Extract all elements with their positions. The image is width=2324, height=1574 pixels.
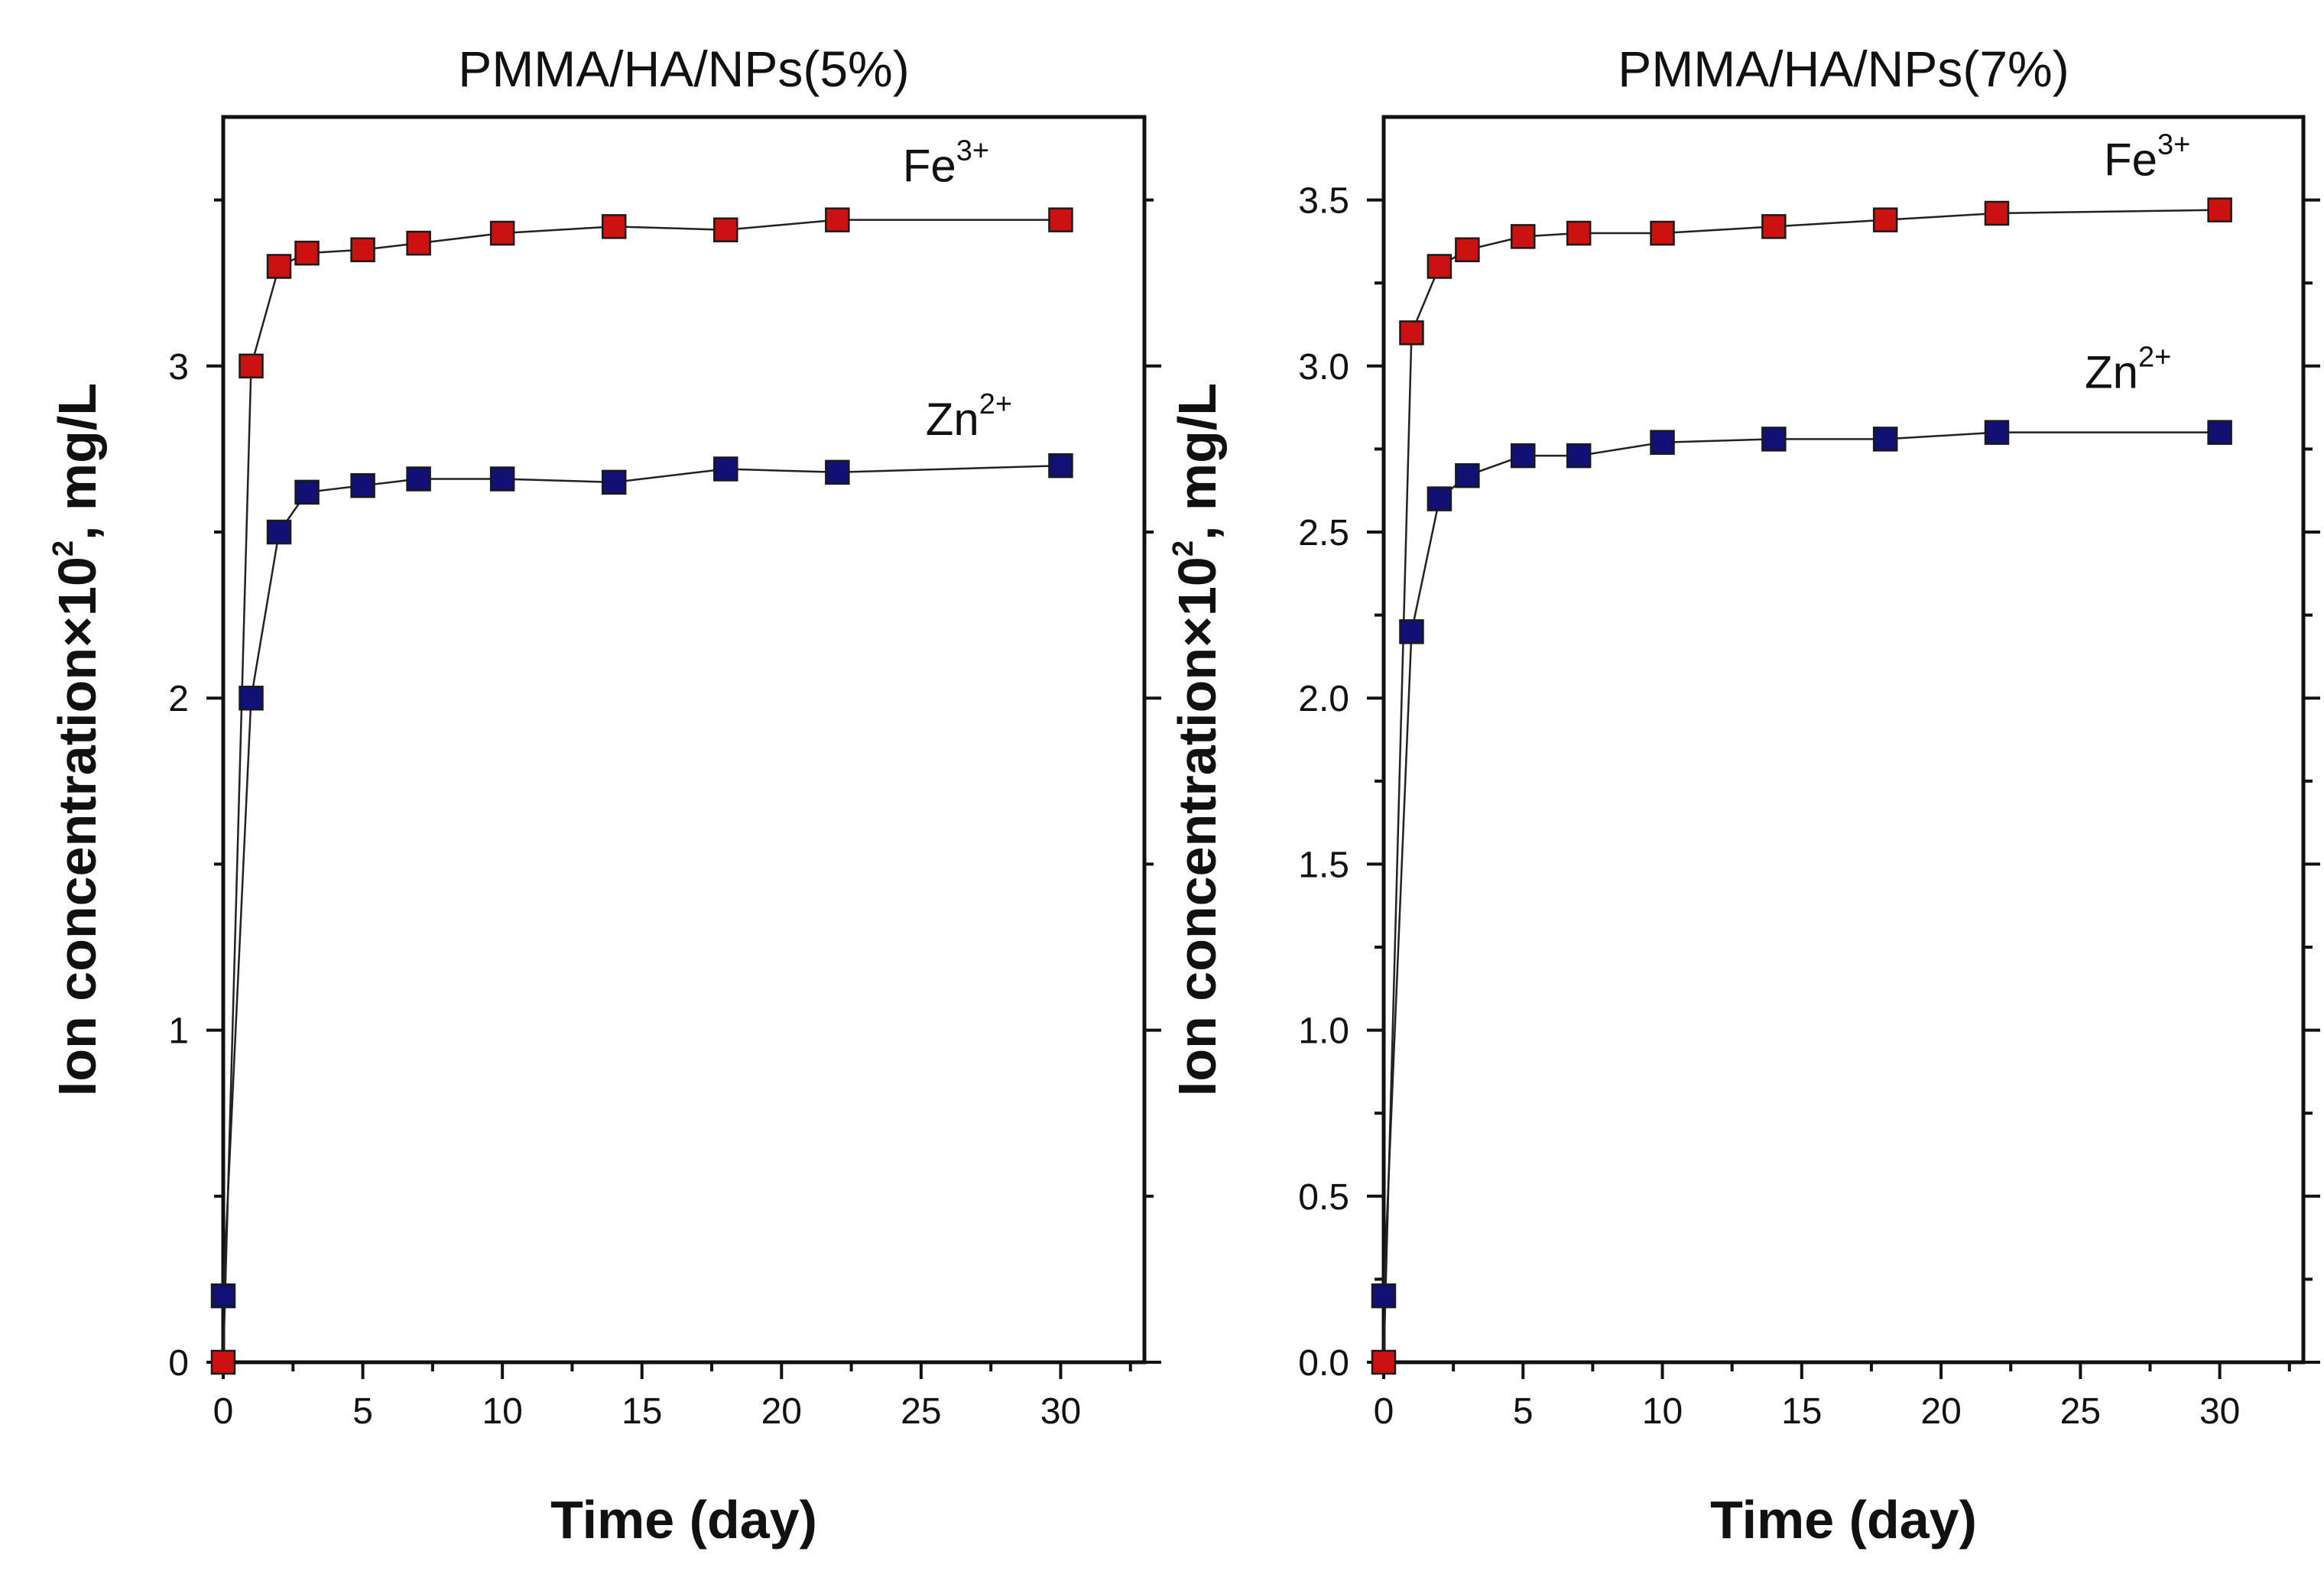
data-point — [1455, 237, 1480, 263]
chart-title: PMMA/HA/NPs(5%) — [458, 41, 909, 97]
y-tick-label: 1.0 — [1298, 1011, 1349, 1052]
y-tick-label: 3 — [168, 347, 189, 388]
data-point — [406, 230, 431, 256]
series-line — [222, 219, 1061, 1363]
data-point — [1984, 200, 2010, 226]
x-tick-label: 20 — [761, 1391, 802, 1432]
data-point — [406, 466, 431, 492]
data-point — [1427, 486, 1452, 511]
y-axis-label: Ion concentration×102, mg/L — [47, 383, 107, 1096]
y-tick-label: 0.5 — [1298, 1177, 1349, 1218]
series-label: Fe3+ — [903, 135, 989, 192]
series-Zn2+: Zn2+ — [1371, 342, 2232, 1309]
data-point — [489, 220, 515, 246]
x-tick-label: 15 — [622, 1391, 662, 1432]
y-tick-label: 2 — [168, 679, 189, 719]
data-point — [266, 254, 292, 279]
data-point — [1399, 320, 1424, 346]
data-point — [489, 466, 515, 492]
x-tick-label: 10 — [482, 1391, 522, 1432]
series-line — [1382, 431, 2220, 1297]
series-label: Zn2+ — [926, 388, 1012, 445]
x-tick-label: 0 — [213, 1391, 234, 1432]
plot-frame — [221, 115, 1147, 1365]
y-tick-label: 1.5 — [1298, 845, 1349, 885]
data-point — [825, 207, 850, 232]
data-point — [2207, 197, 2232, 222]
data-point — [239, 353, 264, 379]
data-point — [210, 1283, 236, 1309]
x-tick-label: 20 — [1920, 1391, 1961, 1432]
data-point — [350, 237, 375, 263]
data-point — [239, 685, 264, 711]
data-point — [1455, 462, 1480, 488]
x-tick-label: 15 — [1781, 1391, 1822, 1432]
x-tick-label: 25 — [2060, 1391, 2101, 1432]
data-point — [266, 519, 292, 545]
data-point — [294, 240, 320, 266]
x-tick-label: 5 — [352, 1391, 373, 1432]
y-tick-label: 1 — [168, 1011, 189, 1052]
chart-panel-1: PMMA/HA/NPs(5%) 0 5 10 15 20 25 30 0 1 2 3 Time (day… — [47, 41, 1161, 1550]
data-point — [1650, 220, 1675, 246]
x-tick-label: 25 — [901, 1391, 941, 1432]
y-axis-label: Ion concentration×102, mg/L — [1167, 383, 1227, 1096]
x-axis-label: Time (day) — [1710, 1490, 1977, 1550]
chart-title: PMMA/HA/NPs(7%) — [1618, 41, 2069, 97]
series-Fe3+: Fe3+ — [1371, 129, 2232, 1375]
y-tick-label: 0 — [168, 1343, 189, 1384]
y-tick-label: 0.0 — [1298, 1343, 1349, 1384]
y-tick-label: 3.5 — [1298, 181, 1349, 222]
x-tick-label: 0 — [1374, 1391, 1394, 1432]
x-tick-label: 30 — [1040, 1391, 1081, 1432]
data-point — [713, 456, 738, 482]
series-Fe3+: Fe3+ — [210, 135, 1073, 1375]
data-point — [1371, 1283, 1397, 1309]
data-point — [1761, 427, 1787, 452]
data-point — [1650, 430, 1675, 455]
data-point — [713, 217, 738, 242]
data-point — [1427, 254, 1452, 279]
y-tick-label: 3.0 — [1298, 347, 1349, 388]
x-tick-label: 30 — [2199, 1391, 2240, 1432]
data-point — [1048, 453, 1073, 479]
data-point — [294, 479, 320, 505]
data-point — [1371, 1349, 1397, 1375]
data-point — [1511, 224, 1536, 249]
plot-frame — [1381, 115, 2306, 1365]
x-axis-label: Time (day) — [550, 1490, 817, 1550]
y-tick-label: 2.5 — [1298, 513, 1349, 553]
series-Zn2+: Zn2+ — [210, 388, 1073, 1309]
data-point — [1566, 220, 1592, 246]
data-point — [1872, 427, 1898, 452]
data-point — [350, 472, 375, 498]
data-point — [1399, 619, 1424, 644]
data-point — [1872, 207, 1898, 232]
data-point — [1761, 214, 1787, 239]
data-point — [1511, 443, 1536, 469]
data-point — [210, 1349, 236, 1375]
chart-panel-2: PMMA/HA/NPs(7%) 0 5 10 15 20 25 30 0.0 0.5 1.0 1.5 2… — [1167, 41, 2320, 1550]
data-point — [1984, 420, 2010, 445]
data-point — [1048, 207, 1073, 232]
x-tick-label: 5 — [1513, 1391, 1534, 1432]
series-label: Zn2+ — [2085, 342, 2171, 398]
y-tick-label: 2.0 — [1298, 679, 1349, 719]
data-point — [1566, 443, 1592, 469]
series-label: Fe3+ — [2104, 129, 2190, 186]
data-point — [2207, 420, 2232, 445]
data-point — [601, 469, 627, 495]
data-point — [601, 214, 627, 239]
x-tick-label: 10 — [1642, 1391, 1683, 1432]
series-line — [222, 464, 1061, 1297]
data-point — [825, 459, 850, 485]
